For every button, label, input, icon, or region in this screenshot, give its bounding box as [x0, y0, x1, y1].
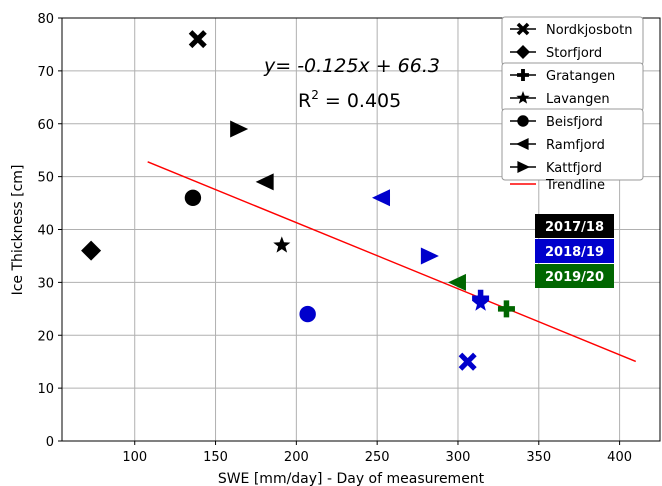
y-tick-label: 60	[37, 118, 54, 133]
y-tick-label: 0	[46, 435, 54, 450]
x-axis-label: SWE [mm/day] - Day of measurement	[218, 471, 485, 486]
y-tick-label: 40	[37, 224, 54, 239]
x-tick-label: 350	[526, 450, 551, 465]
trendline	[147, 161, 637, 363]
legend-marker-lavangen	[516, 91, 530, 104]
y-axis-ticks: 0 10 20 30 40 50 60 70 80	[37, 12, 62, 450]
x-tick-label: 250	[365, 450, 390, 465]
legend-marker-ramfjord	[516, 138, 529, 150]
season-badge	[535, 214, 614, 238]
legend-marker-storfjord	[516, 45, 530, 59]
x-tick-label: 400	[607, 450, 632, 465]
legend: Nordkjosbotn Storfjord Gratangen Lavangen Be…	[501, 16, 644, 193]
legend-label-ramfjord: Ramfjord	[546, 138, 605, 153]
data-point-kattfjord	[230, 120, 249, 138]
data-point-lavangen	[273, 236, 291, 253]
legend-label-gratangen: Gratangen	[546, 69, 615, 84]
y-tick-label: 30	[37, 276, 54, 291]
legend-label-trendline: Trendline	[545, 178, 605, 193]
y-tick-label: 80	[37, 12, 54, 27]
x-tick-label: 300	[446, 450, 471, 465]
legend-label-beisfjord: Beisfjord	[546, 115, 603, 130]
legend-box	[501, 108, 644, 181]
y-tick-label: 50	[37, 171, 54, 186]
y-tick-label: 20	[37, 329, 54, 344]
season-badges: 2017/18 2018/19 2019/20	[535, 214, 614, 288]
data-point-storfjord	[81, 240, 102, 261]
data-point-beisfjord	[184, 189, 202, 206]
trendline-layer	[147, 161, 637, 363]
legend-label-kattfjord: Kattfjord	[546, 161, 602, 176]
legend-label-storfjord: Storfjord	[546, 46, 602, 61]
legend-label-lavangen: Lavangen	[546, 92, 610, 107]
season-badge	[535, 264, 614, 288]
season-badge-label: 2018/19	[545, 245, 604, 260]
data-point-ramfjord	[447, 273, 466, 291]
data-point-lavangen	[472, 294, 490, 311]
r-squared: R2 = 0.405	[298, 88, 401, 112]
data-point-ramfjord	[372, 189, 391, 207]
data-point-beisfjord	[299, 305, 316, 323]
r-squared-superscript: 2	[311, 88, 319, 102]
trend-equation: y= -0.125x + 66.3	[263, 55, 440, 77]
legend-marker-kattfjord	[517, 161, 530, 173]
data-point-ramfjord	[255, 173, 274, 191]
legend-label-nordkjosbotn: Nordkjosbotn	[546, 23, 632, 38]
legend-marker-beisfjord	[517, 115, 529, 127]
y-tick-label: 10	[37, 382, 54, 397]
data-point-gratangen	[497, 300, 515, 318]
x-axis-ticks: 100 150 200 250 300 350 400	[122, 441, 632, 465]
legend-marker-nordkjosbotn	[516, 22, 530, 36]
x-tick-label: 200	[284, 450, 309, 465]
x-tick-label: 100	[122, 450, 147, 465]
x-tick-label: 150	[203, 450, 228, 465]
y-axis-label: Ice Thickness [cm]	[10, 165, 26, 296]
legend-marker-gratangen	[517, 69, 529, 81]
season-badge-label: 2019/20	[545, 270, 604, 285]
season-badge	[535, 239, 614, 263]
data-points	[81, 30, 515, 371]
y-tick-label: 70	[37, 65, 54, 80]
data-point-nordkjosbotn	[188, 30, 207, 49]
season-badge-label: 2017/18	[545, 220, 604, 235]
data-point-kattfjord	[420, 247, 439, 265]
data-point-nordkjosbotn	[458, 352, 477, 371]
r-squared-symbol: R	[298, 90, 311, 112]
r-squared-value: = 0.405	[319, 90, 401, 112]
